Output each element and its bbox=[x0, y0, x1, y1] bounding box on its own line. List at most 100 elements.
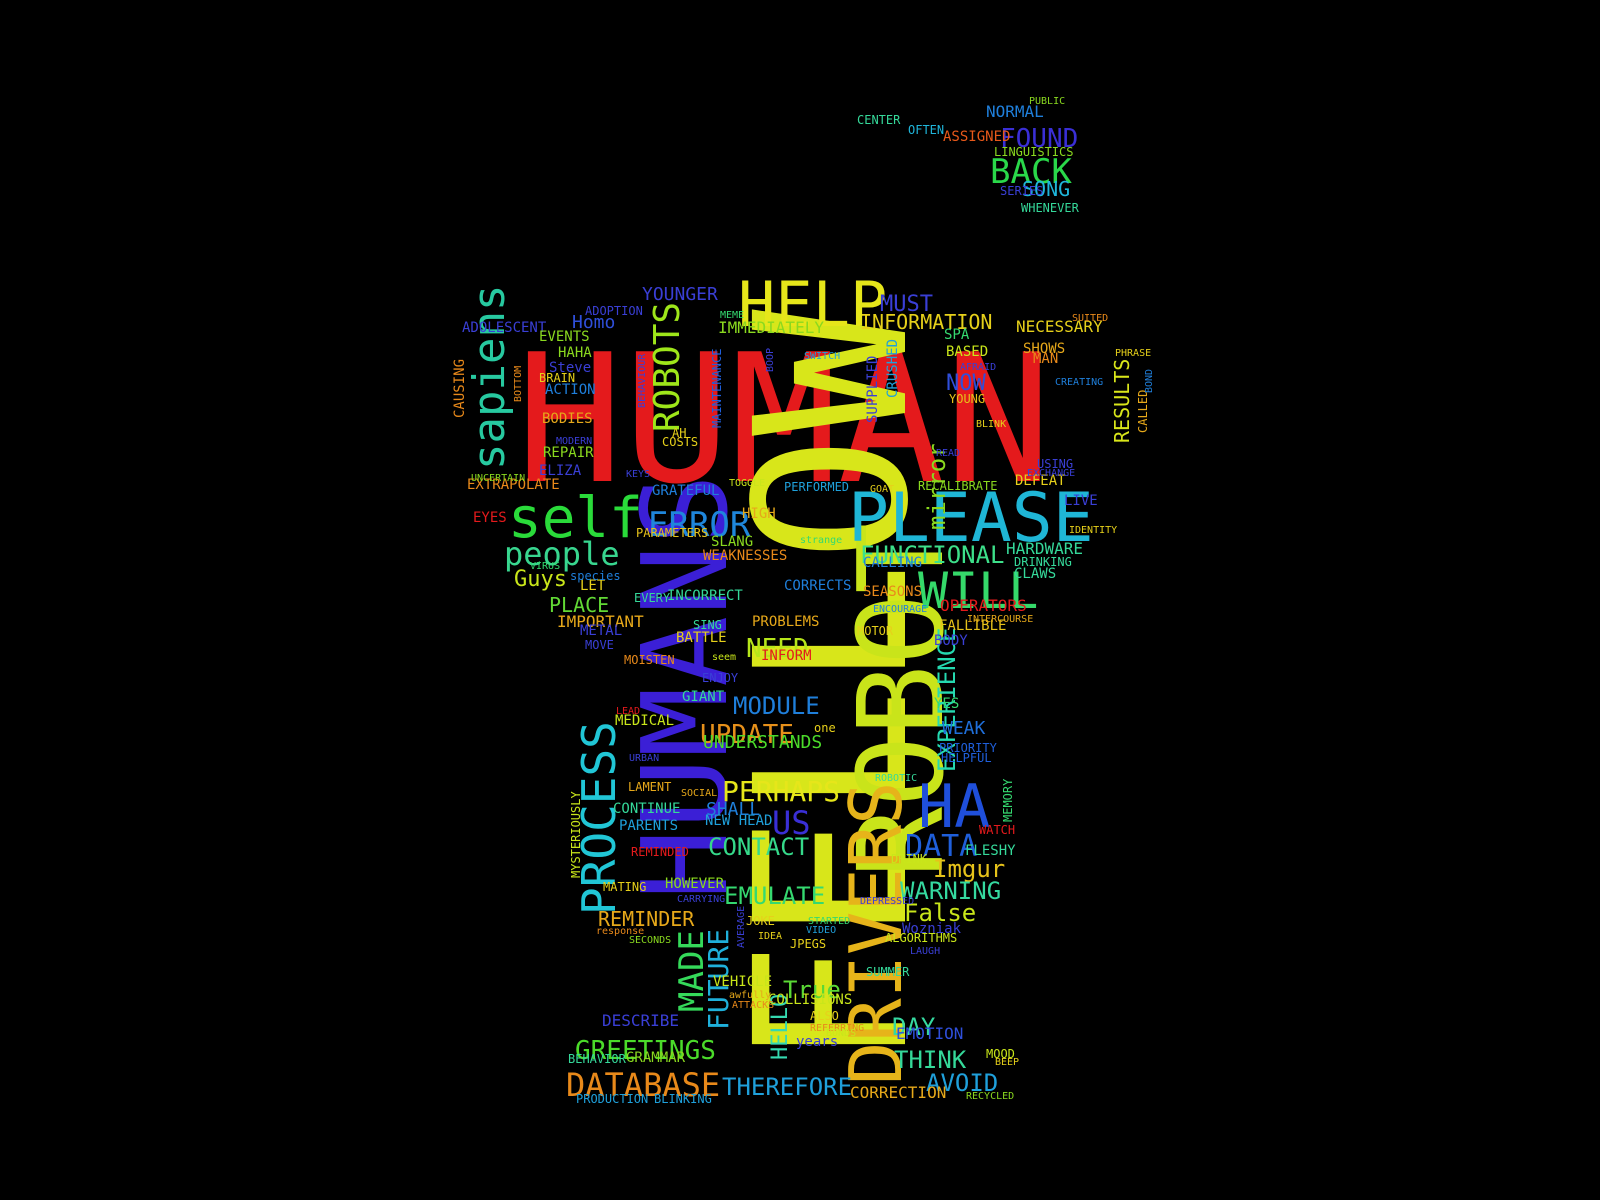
word: YOUNGER bbox=[642, 283, 718, 305]
word: ALSO bbox=[810, 1008, 839, 1023]
word: SLANG bbox=[711, 534, 754, 551]
word: BOND bbox=[1144, 368, 1155, 393]
word: SERIES bbox=[1000, 183, 1044, 198]
word: NORMAL bbox=[986, 101, 1044, 121]
word: HELPFUL bbox=[941, 750, 992, 765]
word: LET bbox=[580, 578, 606, 595]
word: ASSIGNED bbox=[943, 129, 1011, 146]
word: MUST bbox=[880, 291, 933, 317]
word: INFORM bbox=[761, 648, 812, 665]
word: MATING bbox=[603, 879, 647, 894]
word: CORRECTION bbox=[850, 1082, 947, 1102]
word: SECONDS bbox=[629, 935, 672, 947]
word: CALLING bbox=[863, 555, 923, 572]
word: EXTRAPOLATE bbox=[467, 477, 560, 494]
word: Imgur bbox=[933, 855, 1006, 884]
word: HAHA bbox=[558, 345, 592, 362]
word: DRINKING bbox=[1014, 554, 1072, 569]
word: DAY bbox=[892, 1013, 936, 1042]
word: MAN bbox=[1033, 351, 1059, 368]
word: one bbox=[814, 720, 836, 735]
word: MOTOR bbox=[857, 623, 894, 638]
word: MODULE bbox=[733, 692, 820, 721]
word: GRAMMAR bbox=[626, 1050, 686, 1067]
word: NOW bbox=[946, 370, 986, 396]
word: SOCIAL bbox=[681, 788, 718, 800]
word: PUBLIC bbox=[1029, 96, 1066, 108]
word: PARENTS bbox=[619, 818, 679, 835]
word: NEW HEAD bbox=[705, 813, 773, 830]
word: NECESSARY bbox=[1016, 316, 1103, 336]
word: TOGGLE bbox=[729, 478, 766, 490]
word: MYSTERIOUSLY bbox=[569, 791, 583, 878]
word: ERROR bbox=[648, 505, 751, 546]
word: FOUND bbox=[1000, 123, 1079, 154]
word: SUPPLIED bbox=[865, 355, 881, 423]
word: PRIORITY bbox=[939, 740, 997, 755]
word: DESCRIBE bbox=[602, 1010, 680, 1030]
word: ELIZA bbox=[539, 463, 582, 480]
word: LIVE bbox=[1064, 493, 1098, 510]
word: BEEP bbox=[995, 1057, 1020, 1069]
word: HELP bbox=[738, 267, 888, 341]
word: REMINDED bbox=[631, 844, 689, 859]
word: IMMEDIATELY bbox=[718, 317, 824, 337]
word: MEMORY bbox=[1001, 778, 1015, 822]
word: False bbox=[904, 899, 977, 928]
word: AVOID bbox=[926, 1069, 999, 1098]
word: awfully bbox=[729, 990, 772, 1002]
word: ACTION bbox=[545, 382, 596, 399]
word: LAMENT bbox=[628, 779, 672, 794]
word: CARRYING bbox=[677, 894, 726, 906]
word: EXCHANGE bbox=[1027, 468, 1076, 480]
word: self bbox=[508, 486, 643, 552]
word: SUITED bbox=[1072, 313, 1109, 325]
word: BOOP bbox=[765, 347, 776, 372]
word: SUMMER bbox=[866, 964, 910, 979]
word: seem bbox=[712, 652, 737, 664]
word: BRAIN bbox=[539, 370, 576, 385]
word: SONG bbox=[1022, 177, 1071, 202]
word: OPERATORS bbox=[940, 595, 1027, 615]
word: UPDATE bbox=[700, 719, 794, 750]
word: WEAKNESSES bbox=[703, 548, 788, 565]
word: ALGORITHMS bbox=[885, 930, 958, 945]
word: REMINDER bbox=[598, 907, 695, 932]
word: people bbox=[504, 535, 620, 574]
word: PARAMETERS bbox=[636, 525, 709, 540]
word: sapiens bbox=[464, 284, 515, 470]
word: CALLED bbox=[1136, 389, 1150, 433]
word: strange bbox=[800, 535, 843, 547]
word: True bbox=[783, 976, 841, 1005]
word: CREATING bbox=[1055, 377, 1104, 389]
word: LAUGH bbox=[910, 946, 941, 958]
word: READ bbox=[936, 448, 961, 460]
word: EVENTS bbox=[539, 329, 590, 346]
word: BLINKING bbox=[654, 1091, 712, 1106]
word: EMOTION bbox=[896, 1023, 964, 1043]
word: GRATEFUL bbox=[652, 483, 720, 500]
word: DATA bbox=[905, 828, 978, 864]
word: THEREFORE bbox=[722, 1073, 853, 1102]
word: PLEASE bbox=[848, 478, 1094, 558]
word: Guys bbox=[514, 566, 567, 592]
word: DEPRESSED bbox=[860, 896, 915, 908]
word: INCORRECT bbox=[667, 588, 743, 605]
word: ADOPTION bbox=[585, 303, 643, 318]
word: CRUSHED bbox=[885, 338, 901, 398]
word: LINGUISTICS bbox=[994, 144, 1074, 159]
word: MEME bbox=[720, 310, 745, 322]
word: Homo bbox=[572, 311, 616, 333]
word: WATCH bbox=[979, 822, 1016, 837]
word: HUMAN bbox=[516, 316, 1052, 524]
word: RECALIBRATE bbox=[918, 478, 998, 493]
word: WEAK bbox=[942, 717, 986, 739]
word: CORRECTS bbox=[784, 578, 852, 595]
word: PROBLEMS bbox=[752, 614, 820, 631]
word: ROBOTS bbox=[647, 301, 688, 432]
word: BOTTOM bbox=[513, 365, 524, 402]
word: BEHAVIOUR bbox=[637, 353, 648, 408]
word: Wozniak bbox=[902, 921, 962, 938]
word: INTERCOURSE bbox=[967, 614, 1034, 626]
